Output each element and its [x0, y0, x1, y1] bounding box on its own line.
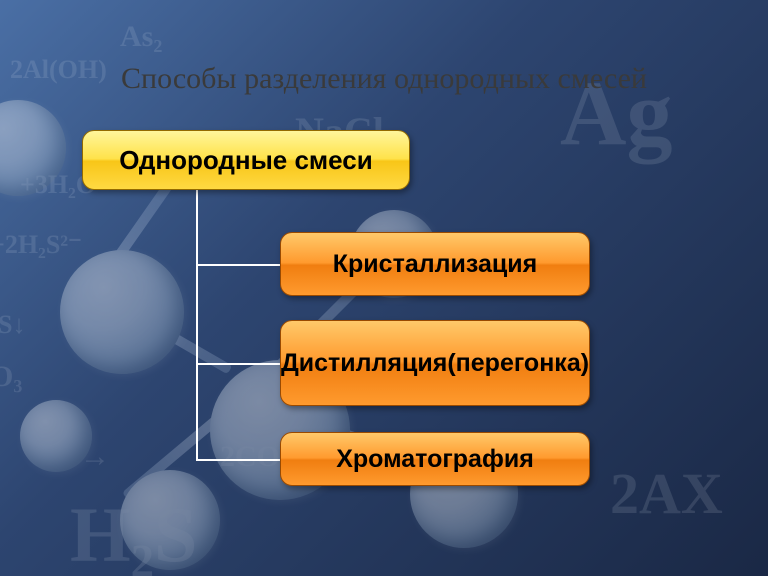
child-node-2: Хроматография — [280, 432, 590, 486]
slide-title: Способы разделения однородных смесей — [0, 62, 768, 96]
root-node: Однородные смеси — [82, 130, 410, 190]
connector-horizontal — [196, 459, 280, 461]
connector-horizontal — [196, 363, 280, 365]
root-label: Однородные смеси — [119, 145, 372, 176]
child-node-0: Кристаллизация — [280, 232, 590, 296]
slide-content: Способы разделения однородных смесей Одн… — [0, 0, 768, 576]
connector-horizontal — [196, 264, 280, 266]
connector-vertical — [196, 190, 198, 461]
child-node-1: Дистилляция(перегонка) — [280, 320, 590, 406]
